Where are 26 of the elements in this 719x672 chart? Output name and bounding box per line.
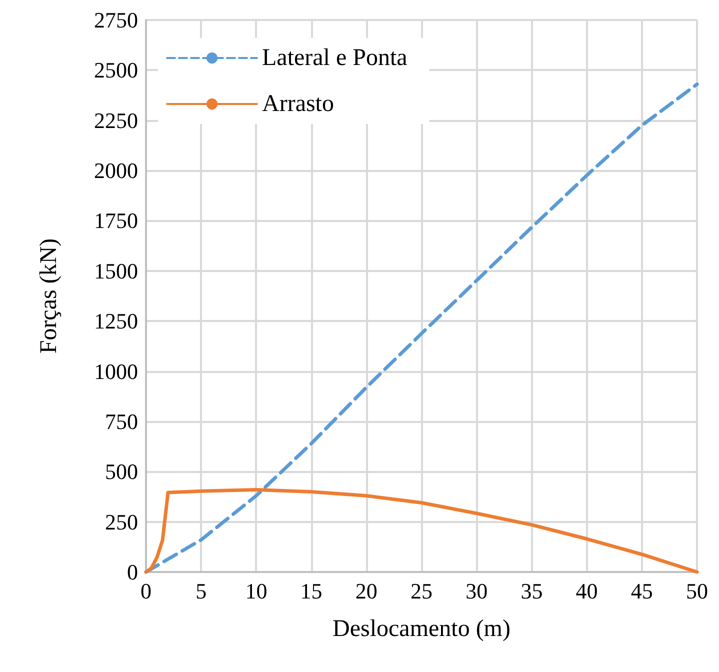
y-tick-label: 1750 <box>94 208 138 234</box>
y-tick-label: 2000 <box>94 158 138 184</box>
x-tick-label: 30 <box>466 578 488 604</box>
x-tick-label: 25 <box>410 578 432 604</box>
y-tick-label: 0 <box>127 560 138 584</box>
x-axis-title: Deslocamento (m) <box>332 616 510 642</box>
x-tick-label: 15 <box>300 578 322 604</box>
x-tick-label: 5 <box>196 578 207 604</box>
y-tick-label: 750 <box>105 408 138 434</box>
x-tick-label: 40 <box>576 578 598 604</box>
x-tick-label: 10 <box>245 578 268 604</box>
y-tick-label: 2250 <box>94 108 138 133</box>
y-tick-label: 1000 <box>94 358 138 384</box>
y-tick-label: 500 <box>105 459 138 484</box>
x-tick-label: 20 <box>355 578 378 604</box>
y-tick-label: 2750 <box>94 8 138 32</box>
legend-label: Lateral e Ponta <box>262 45 408 71</box>
y-tick-label: 250 <box>105 509 138 534</box>
y-axis-title: Forças (kN) <box>36 238 62 354</box>
x-tick-label: 45 <box>630 578 653 604</box>
y-tick-label: 1500 <box>94 258 138 284</box>
y-tick-label: 1250 <box>94 308 138 334</box>
y-tick-label: 2500 <box>94 58 138 83</box>
x-tick-label: 35 <box>520 578 543 604</box>
x-tick-label: 50 <box>686 578 708 604</box>
legend-label: Arrasto <box>262 91 334 117</box>
